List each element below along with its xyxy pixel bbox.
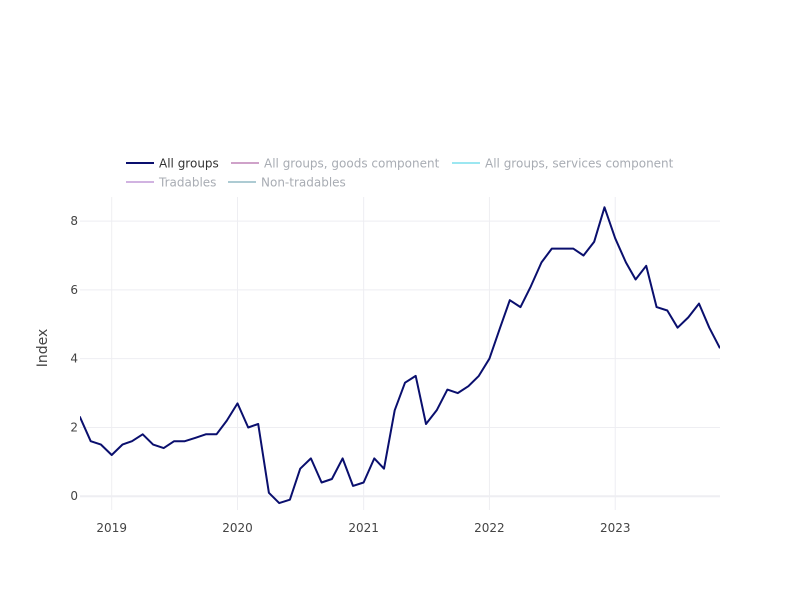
x-tick-label: 2022 [474, 521, 505, 535]
legend-label: All groups [159, 157, 219, 171]
legend-label: All groups, goods component [264, 157, 440, 171]
gridlines [80, 197, 720, 510]
x-tick-label: 2019 [96, 521, 127, 535]
x-tick-label: 2021 [348, 521, 379, 535]
legend-item-1[interactable]: All groups, goods component [231, 157, 440, 171]
y-tick-label: 2 [70, 420, 78, 434]
legend-item-4[interactable]: Non-tradables [228, 176, 346, 190]
y-axis-title: Index [35, 329, 51, 368]
legend-item-2[interactable]: All groups, services component [452, 157, 674, 171]
x-tick-label: 2020 [222, 521, 253, 535]
series-layer [70, 206, 720, 505]
legend-label: All groups, services component [485, 157, 674, 171]
legend-item-0[interactable]: All groups [126, 157, 219, 171]
series-line-0[interactable] [70, 206, 720, 505]
legend-label: Non-tradables [261, 176, 346, 190]
y-axis: 0 2 4 6 8 [70, 214, 78, 503]
x-tick-label: 2023 [600, 521, 631, 535]
y-tick-label: 4 [70, 352, 78, 366]
x-axis: 2019 2020 2021 2022 2023 [96, 521, 630, 535]
y-tick-label: 8 [70, 214, 78, 228]
y-tick-label: 6 [70, 283, 78, 297]
legend-label: Tradables [158, 176, 216, 190]
y-tick-label: 0 [70, 489, 78, 503]
legend-item-3[interactable]: Tradables [126, 176, 216, 190]
legend: All groups All groups, goods component All… [126, 157, 674, 190]
